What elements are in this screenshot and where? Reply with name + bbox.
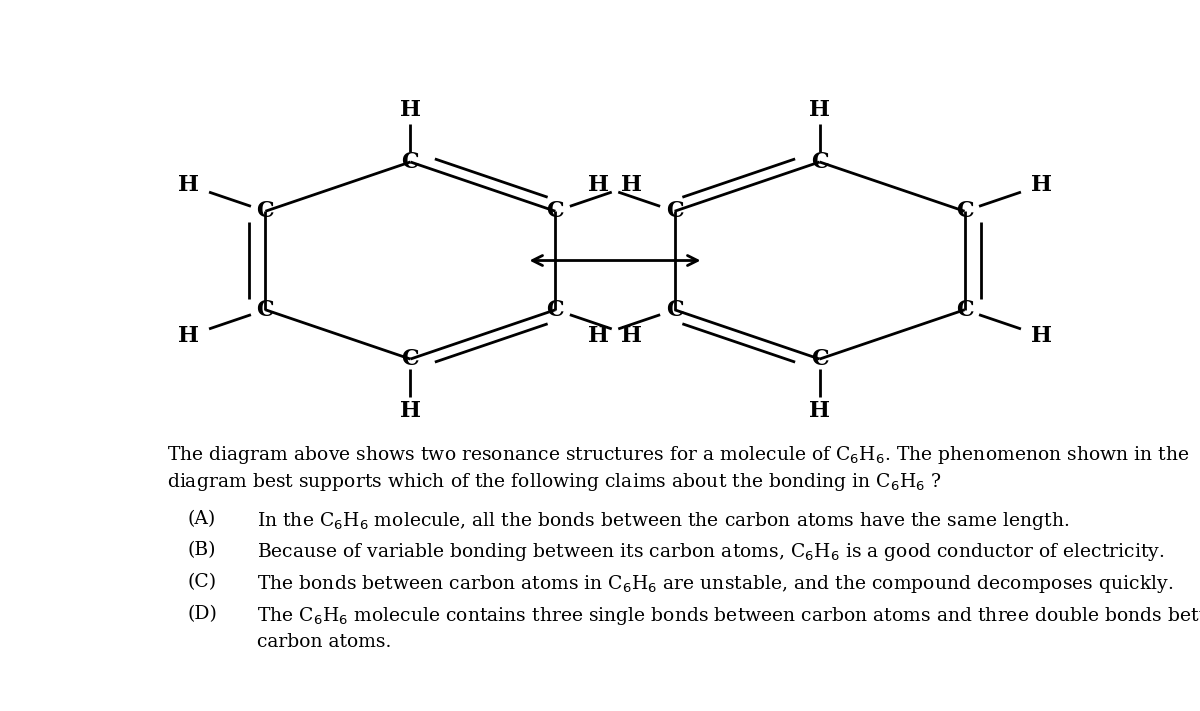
Text: C: C: [546, 201, 564, 223]
Text: H: H: [809, 400, 830, 422]
Text: The diagram above shows two resonance structures for a molecule of C$_6$H$_6$. T: The diagram above shows two resonance st…: [167, 444, 1189, 466]
Text: C: C: [402, 348, 419, 370]
Text: H: H: [179, 325, 199, 347]
Text: Because of variable bonding between its carbon atoms, C$_6$H$_6$ is a good condu: Because of variable bonding between its …: [257, 541, 1164, 563]
Text: carbon atoms.: carbon atoms.: [257, 634, 391, 651]
Text: C: C: [811, 151, 828, 173]
Text: The bonds between carbon atoms in C$_6$H$_6$ are unstable, and the compound deco: The bonds between carbon atoms in C$_6$H…: [257, 573, 1174, 595]
Text: C: C: [402, 151, 419, 173]
Text: C: C: [257, 201, 275, 223]
Text: diagram best supports which of the following claims about the bonding in C$_6$H$: diagram best supports which of the follo…: [167, 471, 941, 493]
Text: C: C: [955, 299, 973, 321]
Text: H: H: [1031, 325, 1051, 347]
Text: (D): (D): [187, 605, 217, 623]
Text: H: H: [809, 99, 830, 121]
Text: (A): (A): [187, 510, 216, 528]
Text: H: H: [400, 99, 421, 121]
Text: C: C: [546, 299, 564, 321]
Text: (B): (B): [187, 541, 216, 560]
Text: The C$_6$H$_6$ molecule contains three single bonds between carbon atoms and thr: The C$_6$H$_6$ molecule contains three s…: [257, 605, 1200, 627]
Text: C: C: [955, 201, 973, 223]
Text: H: H: [400, 400, 421, 422]
Text: H: H: [179, 174, 199, 196]
Text: H: H: [622, 325, 642, 347]
Text: C: C: [257, 299, 275, 321]
Text: H: H: [622, 174, 642, 196]
Text: (C): (C): [187, 573, 216, 591]
Text: C: C: [811, 348, 828, 370]
Text: H: H: [1031, 174, 1051, 196]
Text: H: H: [588, 174, 608, 196]
Text: C: C: [666, 299, 684, 321]
Text: In the C$_6$H$_6$ molecule, all the bonds between the carbon atoms have the same: In the C$_6$H$_6$ molecule, all the bond…: [257, 510, 1069, 532]
Text: C: C: [666, 201, 684, 223]
Text: H: H: [588, 325, 608, 347]
